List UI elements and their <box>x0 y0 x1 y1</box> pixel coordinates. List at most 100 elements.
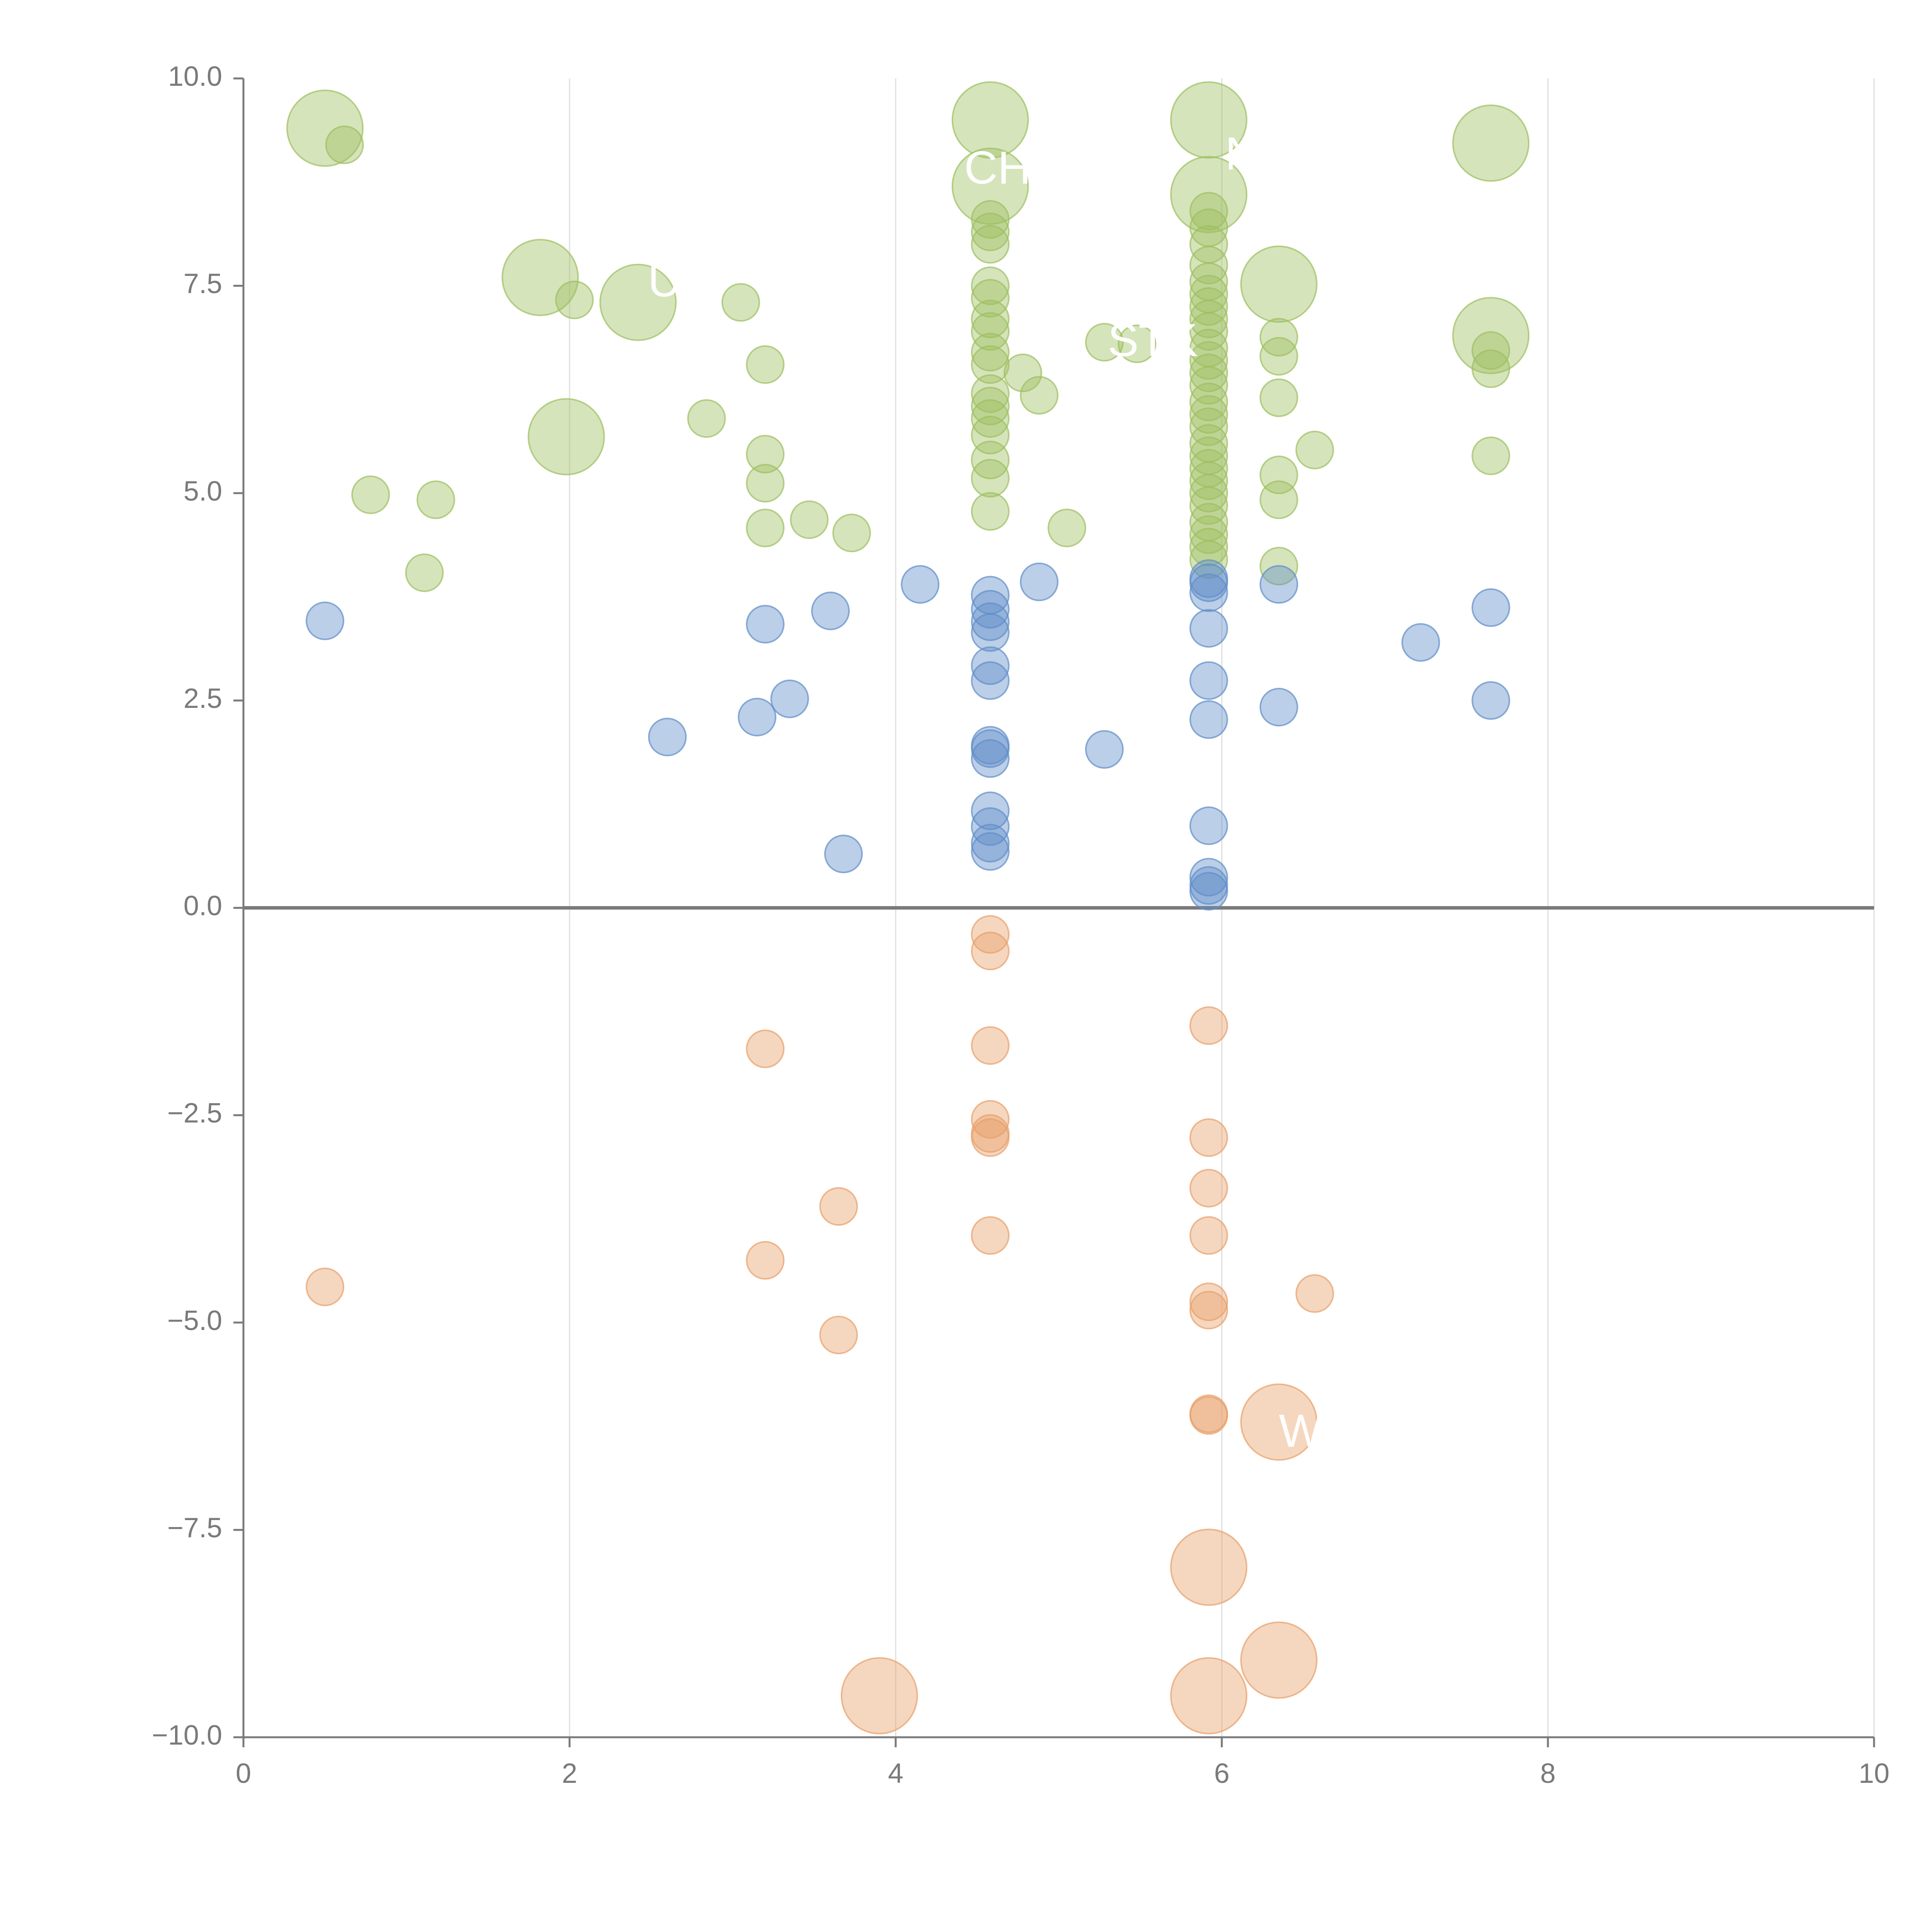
data-point <box>971 824 1010 863</box>
data-point <box>971 213 1010 252</box>
data-point <box>901 565 940 604</box>
data-point <box>1189 563 1228 602</box>
data-point <box>971 1118 1010 1157</box>
data-point <box>971 729 1010 768</box>
data-point <box>971 345 1010 384</box>
point-label: CH <box>964 142 1031 194</box>
data-point <box>555 281 594 320</box>
data-point <box>1020 562 1059 601</box>
data-point <box>1259 688 1298 727</box>
data-point <box>971 832 1010 871</box>
data-point <box>746 345 785 384</box>
data-point <box>1471 436 1510 475</box>
y-tick-label: −2.5 <box>167 1098 222 1129</box>
data-point <box>971 266 1010 305</box>
data-point <box>687 399 726 438</box>
data-point <box>971 459 1010 498</box>
data-point <box>1189 354 1228 393</box>
data-point <box>1189 1216 1228 1255</box>
data-point <box>416 480 455 519</box>
data-point <box>1170 1528 1248 1606</box>
data-point <box>1085 323 1124 362</box>
data-point <box>1189 806 1228 845</box>
data-point <box>746 509 785 548</box>
data-point <box>971 915 1010 954</box>
data-point <box>971 932 1010 971</box>
data-point <box>1452 104 1530 182</box>
y-tick-label: −10.0 <box>152 1720 222 1751</box>
y-tick-label: −5.0 <box>167 1305 222 1336</box>
data-point <box>1240 245 1318 323</box>
x-tick-label: 8 <box>1540 1758 1556 1789</box>
data-point <box>971 225 1010 264</box>
x-tick-label: 4 <box>888 1758 903 1789</box>
x-tick-label: 6 <box>1214 1758 1230 1789</box>
data-point <box>1259 480 1298 519</box>
data-point <box>1259 337 1298 376</box>
data-point <box>1189 192 1228 231</box>
point-label: W <box>1279 1405 1323 1457</box>
data-point <box>1170 81 1248 159</box>
data-point <box>824 834 863 873</box>
data-point <box>971 1216 1010 1255</box>
data-point <box>1189 1291 1228 1330</box>
y-tick-label: 7.5 <box>184 269 222 299</box>
data-point <box>1189 700 1228 739</box>
data-point <box>1471 588 1510 627</box>
data-point <box>746 605 785 644</box>
data-point <box>648 718 687 757</box>
data-point <box>286 89 364 167</box>
data-point <box>1189 245 1228 284</box>
data-point <box>1189 407 1228 446</box>
data-point <box>1189 872 1228 911</box>
y-tick-label: −7.5 <box>167 1512 222 1543</box>
y-tick-label: 10.0 <box>168 61 222 92</box>
data-point <box>951 81 1029 159</box>
data-point <box>351 475 390 514</box>
data-point <box>971 386 1010 425</box>
x-tick-label: 2 <box>562 1758 577 1789</box>
data-point <box>1189 1118 1228 1157</box>
data-point <box>1240 1383 1318 1461</box>
data-point <box>1117 324 1156 363</box>
data-point <box>527 398 605 476</box>
data-point <box>1189 312 1228 351</box>
data-point <box>1189 609 1228 648</box>
data-point <box>770 679 809 718</box>
point-label: N <box>1225 128 1259 180</box>
data-point <box>1189 299 1228 338</box>
data-point <box>1471 681 1510 720</box>
point-label: U <box>648 255 682 306</box>
data-point <box>971 492 1010 531</box>
data-point <box>811 592 850 631</box>
data-point <box>1189 1006 1228 1045</box>
axes: 0 2 4 6 8 10 −10.0 −7.5 −5.0 −2.5 0.0 2.5 5.0 7.5 10.0 <box>152 61 1889 1789</box>
data-point <box>819 1187 858 1226</box>
data-point <box>1085 730 1124 769</box>
data-point <box>840 1657 918 1735</box>
data-point <box>1189 395 1228 434</box>
data-point <box>1170 1657 1248 1735</box>
y-tick-label: 5.0 <box>184 476 222 507</box>
data-point <box>502 239 579 316</box>
data-point <box>1020 376 1059 415</box>
data-point <box>1240 1621 1318 1699</box>
data-point <box>971 312 1010 351</box>
data-point <box>1189 486 1228 525</box>
data-point <box>306 601 344 640</box>
x-tick-label: 10 <box>1859 1758 1889 1789</box>
data-point <box>971 279 1010 318</box>
point-label: É <box>896 86 927 138</box>
annotations: É CH N U STK W <box>648 86 1323 1457</box>
data-point <box>1401 623 1440 662</box>
data-point <box>971 299 1010 338</box>
data-point <box>790 500 829 539</box>
data-point <box>1189 858 1228 897</box>
data-point <box>819 1315 858 1354</box>
data-point <box>306 1267 344 1306</box>
data-point <box>971 646 1010 685</box>
data-point <box>971 739 1010 778</box>
data-point <box>1189 573 1228 612</box>
data-point <box>1189 1169 1228 1208</box>
data-point <box>832 514 871 553</box>
